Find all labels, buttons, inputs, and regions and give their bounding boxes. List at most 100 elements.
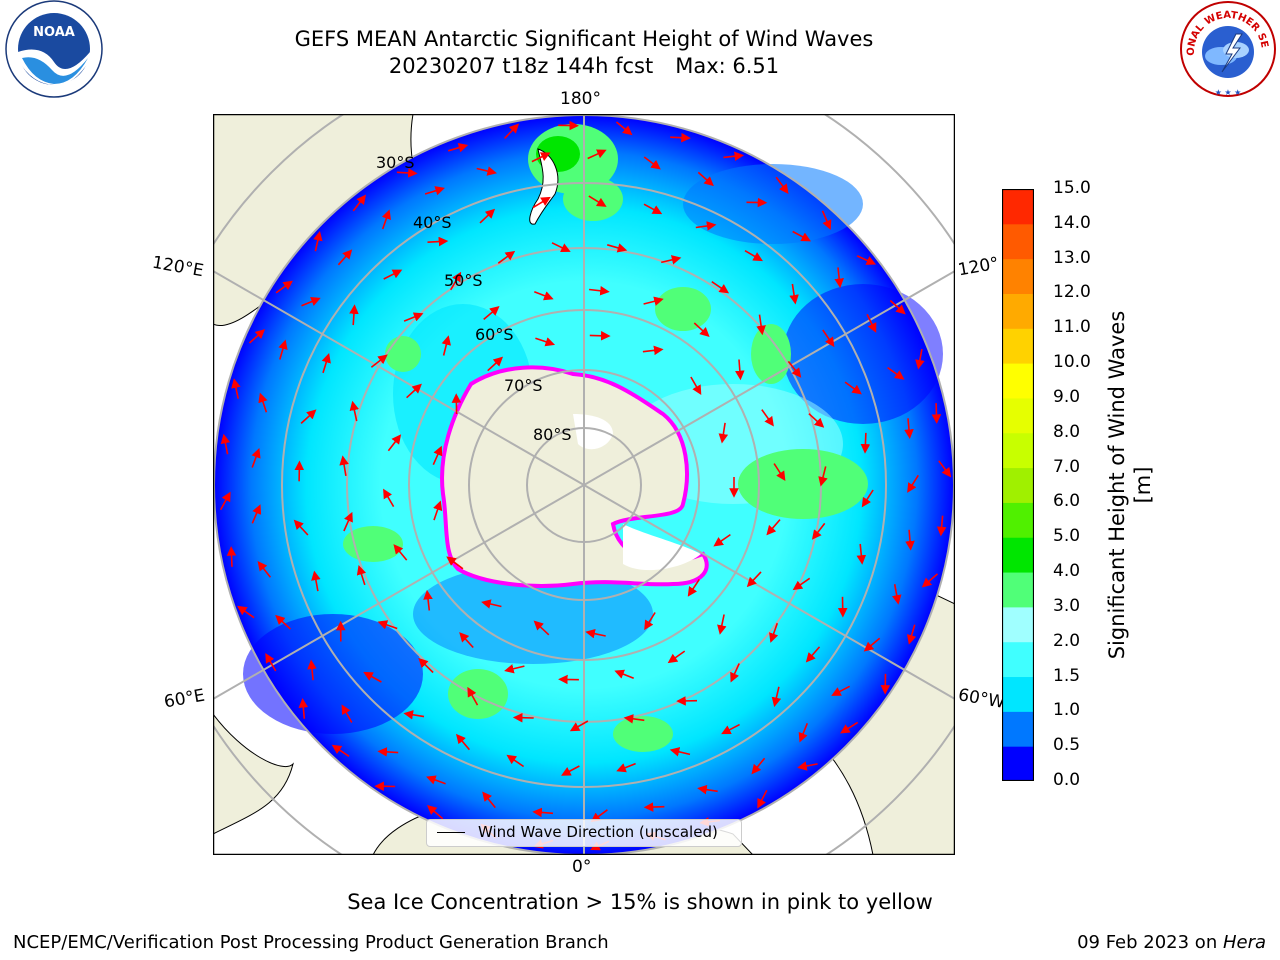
- wind-wave-arrow: [504, 664, 525, 674]
- wind-wave-arrow: [298, 698, 309, 719]
- wind-wave-arrow: [751, 757, 766, 775]
- wind-wave-arrow: [589, 285, 610, 296]
- wind-wave-arrow: [587, 149, 607, 160]
- wind-wave-arrow: [479, 208, 496, 224]
- wind-wave-arrow: [476, 166, 497, 176]
- wind-wave-arrow: [427, 236, 449, 247]
- wind-wave-arrow: [711, 281, 730, 294]
- wind-wave-arrow: [383, 488, 395, 508]
- wind-wave-arrow: [904, 418, 914, 439]
- wind-wave-arrow: [248, 329, 266, 344]
- wind-wave-arrow: [643, 296, 664, 306]
- wind-wave-arrow: [339, 455, 349, 477]
- wind-wave-arrow: [769, 622, 779, 643]
- wind-wave-arrow: [569, 720, 589, 732]
- wind-wave-arrow: [792, 577, 811, 591]
- wind-wave-arrow: [311, 570, 321, 592]
- colorbar-segment: [1002, 223, 1034, 260]
- colorbar-label: Significant Height of Wind Waves [m]: [1105, 310, 1155, 660]
- wind-wave-arrow: [643, 203, 663, 215]
- wind-wave-arrow: [293, 519, 309, 536]
- wind-wave-arrow: [387, 434, 402, 452]
- wind-wave-arrow: [424, 186, 445, 196]
- wind-wave-arrow: [667, 650, 686, 664]
- map-legend: Wind Wave Direction (unscaled): [426, 819, 742, 847]
- lat-label-30s: 30°S: [376, 153, 415, 172]
- lon-label-120w: 120°: [956, 253, 1001, 281]
- colorbar: [1002, 189, 1034, 781]
- wind-wave-arrow: [844, 381, 862, 395]
- wind-wave-arrow: [717, 614, 727, 635]
- wind-wave-arrow: [321, 353, 331, 374]
- wind-wave-arrow: [757, 789, 768, 809]
- wind-wave-arrow: [341, 704, 353, 723]
- wind-wave-arrow: [383, 269, 403, 280]
- wind-wave-arrow: [446, 556, 464, 570]
- wind-wave-arrow: [616, 762, 636, 773]
- wind-wave-arrow: [615, 121, 633, 136]
- wind-wave-arrow: [551, 242, 571, 253]
- colorbar-segment: [1002, 606, 1034, 643]
- wind-wave-arrow: [450, 271, 462, 291]
- wind-wave-arrow: [337, 249, 353, 266]
- colorbar-segment: [1002, 676, 1034, 712]
- wind-wave-arrow: [746, 571, 762, 588]
- wind-wave-arrow: [532, 196, 551, 209]
- wind-wave-arrow: [856, 255, 877, 265]
- wind-wave-arrow: [834, 267, 844, 289]
- colorbar-segment: [1002, 537, 1034, 573]
- wind-wave-arrow: [231, 378, 241, 399]
- wind-wave-arrow: [441, 335, 451, 356]
- colorbar-tick-label: 13.0: [1053, 247, 1091, 268]
- wind-wave-arrow: [697, 784, 718, 795]
- wind-wave-arrow: [219, 491, 231, 511]
- colorbar-segment: [1002, 363, 1034, 399]
- wind-wave-arrow: [643, 156, 661, 170]
- colorbar-tick-label: 14.0: [1053, 212, 1091, 233]
- wind-wave-arrow: [670, 132, 691, 143]
- wind-wave-arrow: [300, 409, 317, 424]
- wind-wave-arrow: [798, 722, 809, 743]
- wind-wave-arrow: [251, 447, 261, 468]
- wind-wave-arrow: [426, 805, 444, 820]
- wind-wave-arrow: [907, 474, 919, 493]
- lat-label-80s: 80°S: [533, 425, 572, 444]
- wind-wave-arrow: [687, 578, 700, 597]
- wind-wave-arrow: [356, 565, 367, 586]
- wind-wave-arrow: [535, 337, 556, 347]
- wind-wave-arrow: [585, 628, 606, 639]
- wind-wave-arrow: [921, 573, 939, 588]
- colorbar-segment: [1002, 293, 1034, 329]
- colorbar-tick-label: 8.0: [1053, 421, 1081, 442]
- wind-wave-arrow: [821, 210, 832, 230]
- colorbar-tick-label: 0.0: [1053, 770, 1081, 790]
- colorbar-segment: [1002, 746, 1034, 781]
- noaa-logo: NOAA: [5, 0, 103, 98]
- wind-wave-arrow: [818, 466, 828, 487]
- polar-map: [213, 114, 955, 855]
- wind-wave-arrow: [226, 546, 237, 567]
- lat-label-50s: 50°S: [444, 271, 483, 290]
- wind-wave-arrow: [301, 297, 321, 307]
- wind-wave-arrow: [275, 614, 291, 630]
- wind-wave-arrow: [771, 686, 782, 708]
- wind-wave-arrow: [532, 807, 554, 818]
- wind-wave-arrow: [396, 168, 418, 178]
- noaa-logo-text: NOAA: [33, 25, 75, 40]
- wind-wave-arrow: [482, 791, 496, 809]
- wind-wave-arrow: [467, 686, 479, 706]
- nws-logo: NATIONAL WEATHER SERVICE ★ ★ ★: [1176, 0, 1276, 97]
- wind-wave-arrow: [936, 515, 947, 537]
- wind-wave-arrow: [644, 612, 656, 631]
- wind-wave-arrow: [381, 209, 391, 230]
- wind-wave-arrow: [497, 250, 516, 264]
- wind-wave-arrow: [713, 533, 731, 547]
- wind-wave-arrow: [352, 194, 367, 212]
- run-info: 20230207 t18z 144h fcst: [388, 54, 654, 78]
- colorbar-segment: [1002, 467, 1034, 503]
- wind-wave-arrow: [377, 747, 399, 757]
- wind-wave-arrow: [623, 714, 645, 724]
- colorbar-segment: [1002, 328, 1034, 364]
- wind-wave-arrow: [695, 221, 717, 231]
- wind-wave-arrow: [863, 637, 881, 652]
